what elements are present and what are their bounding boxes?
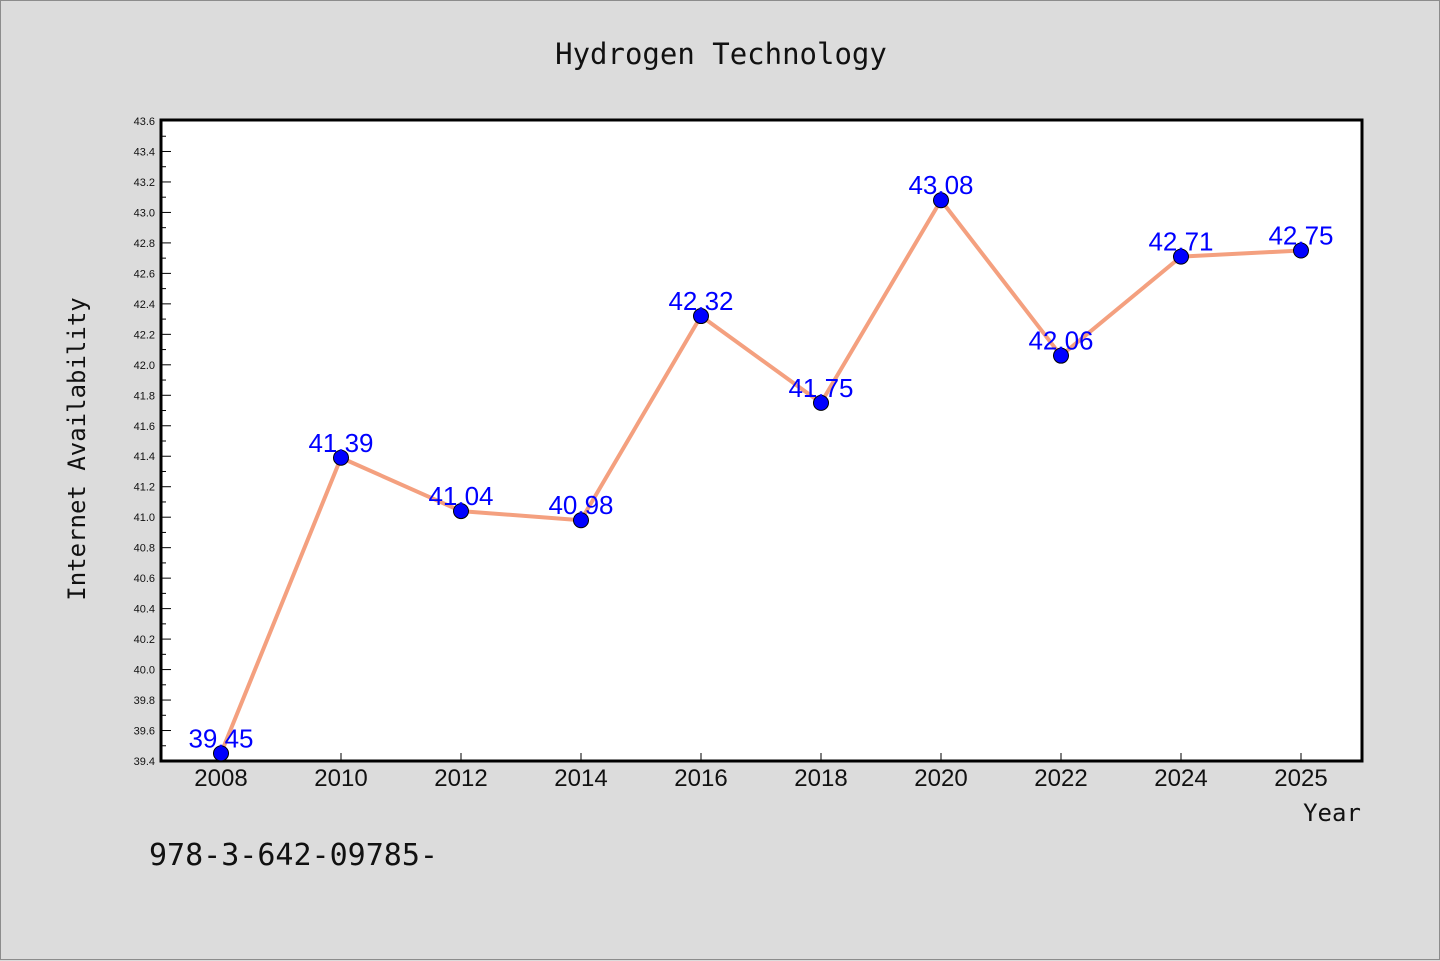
data-series (213, 192, 1309, 762)
x-tick-label: 2018 (794, 765, 847, 792)
data-point (1173, 248, 1189, 265)
y-tick-label: 39.8 (134, 695, 155, 707)
x-tick-label: 2020 (914, 765, 967, 792)
data-label: 43.08 (908, 170, 973, 200)
chart-title: Hydrogen Technology (555, 37, 887, 71)
y-tick-label: 39.6 (134, 726, 155, 738)
y-tick-label: 43.0 (134, 207, 155, 219)
plot-area (159, 118, 1364, 763)
x-tick-label: 2010 (314, 765, 367, 792)
y-tick-label: 42.2 (134, 329, 155, 341)
y-tick-label: 41.0 (134, 512, 155, 524)
y-tick-label: 41.6 (134, 421, 155, 433)
x-tick-label: 2022 (1034, 765, 1087, 792)
y-axis-ticks: 39.4 39.6 39.8 40.0 40.2 40.4 40.6 40.8 41.0 41.2… (134, 116, 171, 768)
x-tick-label: 2014 (554, 765, 607, 792)
y-tick-label: 40.8 (134, 543, 155, 555)
data-point (1053, 347, 1069, 364)
data-label: 42.71 (1148, 227, 1213, 257)
data-label: 41.04 (428, 481, 493, 511)
y-tick-label: 43.6 (134, 116, 155, 128)
y-tick-label: 42.4 (134, 299, 155, 311)
y-tick-label: 41.8 (134, 390, 155, 402)
data-point (1293, 242, 1309, 259)
y-tick-label: 39.4 (134, 756, 155, 768)
y-tick-label: 40.0 (134, 665, 155, 677)
y-tick-label: 42.6 (134, 268, 155, 280)
y-tick-label: 41.2 (134, 482, 155, 494)
data-point (813, 394, 829, 411)
y-tick-label: 40.2 (134, 634, 155, 646)
data-point (933, 192, 949, 209)
data-label: 40.98 (548, 490, 613, 520)
data-point (333, 449, 349, 466)
y-axis-label: Internet Availability (63, 297, 91, 600)
y-tick-label: 40.4 (134, 604, 155, 616)
x-axis-ticks: 2008 2010 2012 2014 2016 2018 2020 2022 2024 2025 (194, 753, 1328, 792)
data-label: 42.75 (1268, 221, 1333, 251)
y-tick-label: 40.6 (134, 573, 155, 585)
y-tick-label: 42.8 (134, 238, 155, 250)
footer-code: 978-3-642-09785- (149, 838, 438, 873)
data-label: 41.39 (308, 428, 373, 458)
data-label: 41.75 (788, 373, 853, 403)
data-point (573, 512, 589, 529)
x-axis-label: Year (1303, 799, 1361, 827)
x-tick-label: 2012 (434, 765, 487, 792)
y-tick-label: 42.0 (134, 360, 155, 372)
y-tick-label: 43.4 (134, 146, 155, 158)
x-tick-label: 2016 (674, 765, 727, 792)
data-point (693, 308, 709, 325)
data-label: 39.45 (188, 723, 253, 753)
data-point (453, 503, 469, 520)
x-tick-label: 2008 (194, 765, 247, 792)
x-tick-label: 2025 (1274, 765, 1327, 792)
data-labels: 39.45 41.39 41.04 40.98 42.32 41.75 43.08 42.06… (188, 170, 1333, 753)
y-tick-label: 41.4 (134, 451, 155, 463)
y-tick-label: 43.2 (134, 177, 155, 189)
series-line (219, 198, 1302, 755)
data-label: 42.32 (668, 286, 733, 316)
data-point (213, 745, 229, 762)
data-label: 42.06 (1028, 326, 1093, 356)
x-tick-label: 2024 (1154, 765, 1207, 792)
